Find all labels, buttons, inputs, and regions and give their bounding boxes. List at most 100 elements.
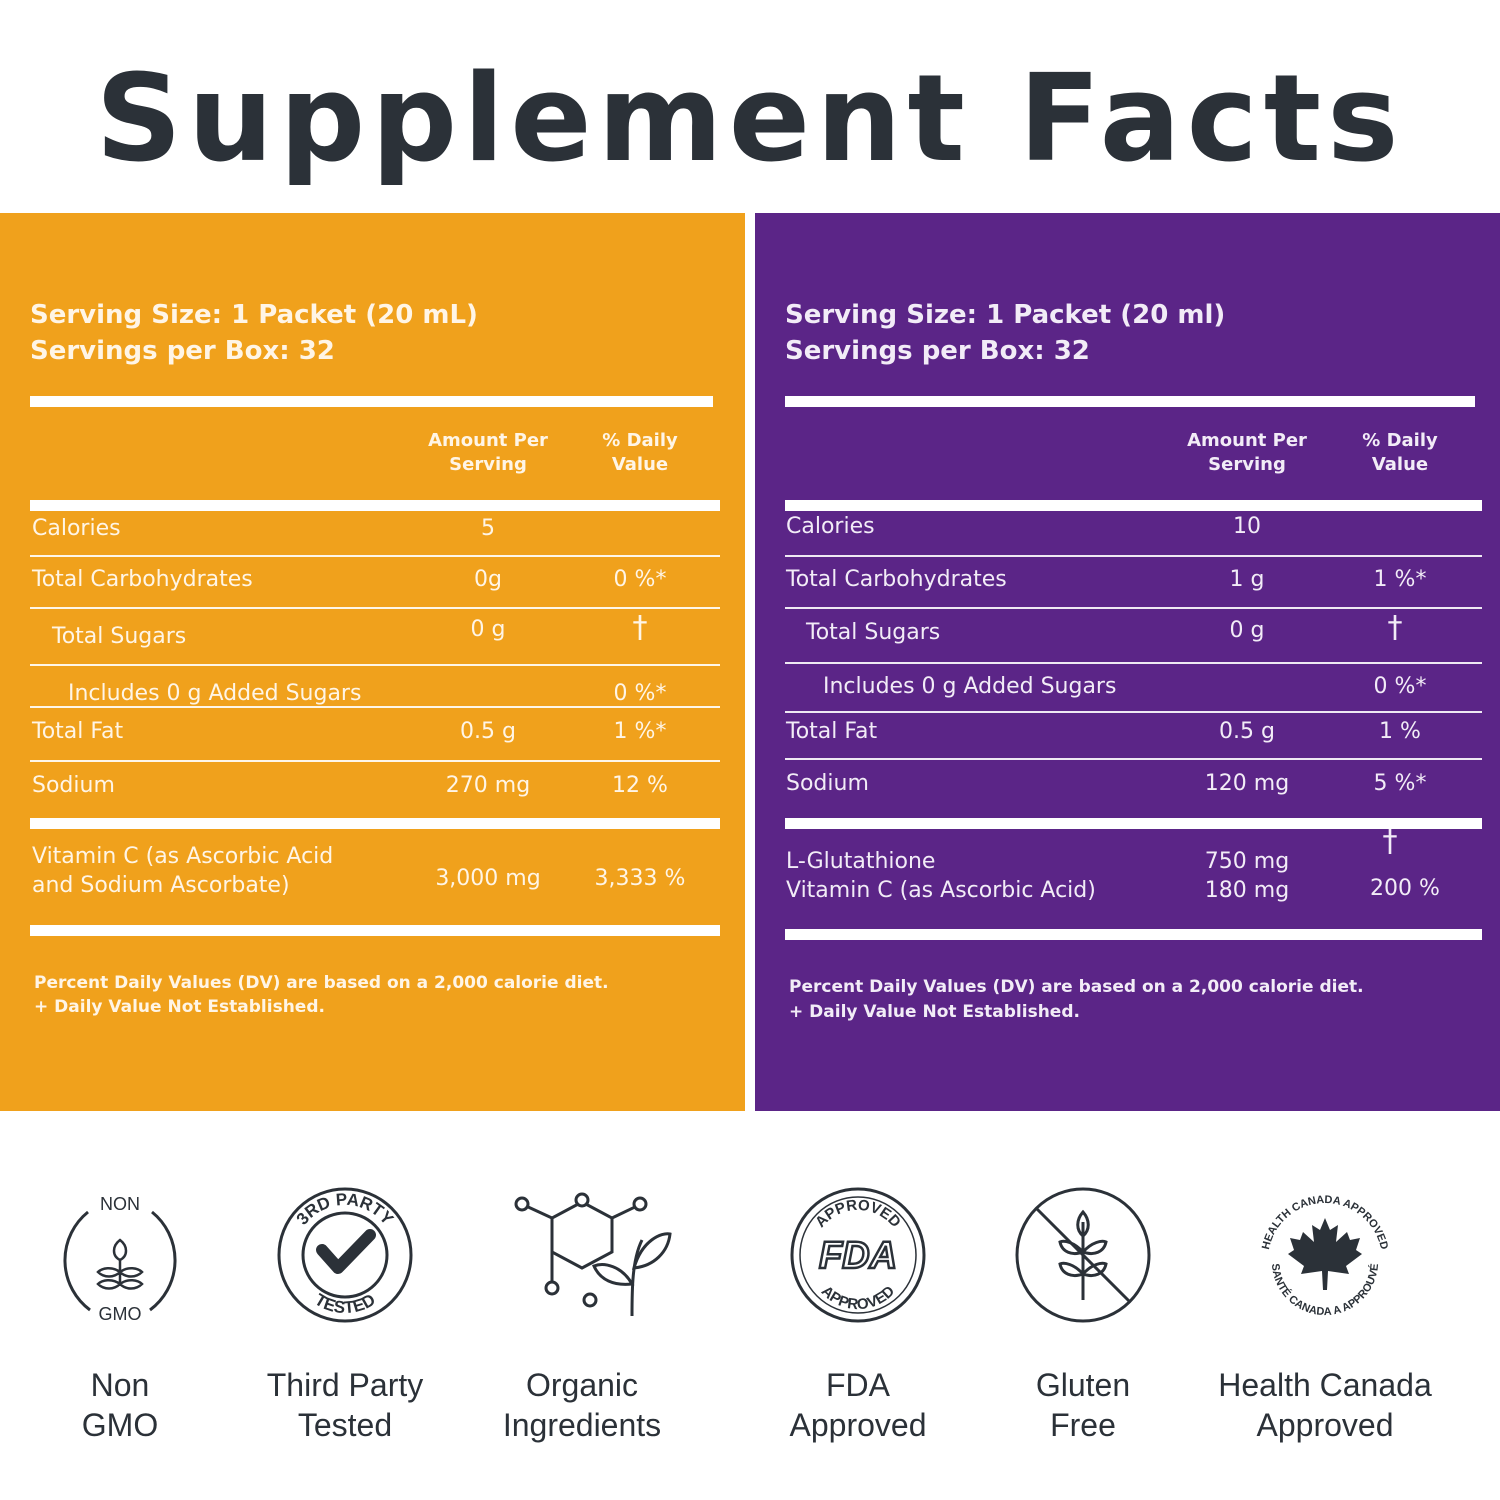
svg-text:3RD PARTY: 3RD PARTY xyxy=(293,1190,398,1229)
row-divider xyxy=(30,706,720,708)
row-dv: 1 %* xyxy=(613,719,667,744)
col-dv-header: % Daily Value xyxy=(1362,430,1438,475)
badge-bottom-text: TESTED xyxy=(311,1290,378,1317)
footnote-not-established: + Daily Value Not Established. xyxy=(34,997,325,1017)
badge-bottom-text: APPROVED xyxy=(818,1283,898,1314)
row-divider xyxy=(30,664,720,666)
col-amount-header: Amount Per Serving xyxy=(1187,430,1307,475)
row-name: Total Carbohydrates xyxy=(786,567,1007,592)
third-party-tested-icon: 3RD PARTY TESTED xyxy=(277,1187,413,1323)
row-name: Includes 0 g Added Sugars xyxy=(68,681,362,706)
row-dv: 5 %* xyxy=(1373,771,1427,796)
row-dv: † xyxy=(1387,610,1403,645)
row-name: Total Sugars xyxy=(806,620,941,645)
footnote-dv: Percent Daily Values (DV) are based on a… xyxy=(789,977,1364,997)
badge-label-line2: Ingredients xyxy=(502,1407,662,1443)
divider-bar xyxy=(785,500,1482,511)
fda-approved-icon: APPROVED APPROVED FDA xyxy=(790,1187,926,1323)
row-amount: 10 xyxy=(1233,514,1261,539)
badge-fda-approved: APPROVED APPROVED FDA xyxy=(748,1180,968,1330)
row-divider xyxy=(785,711,1482,713)
row-dv: 0 %* xyxy=(1373,674,1427,699)
badge-health-canada: HEALTH CANADA APPROVED SANTÉ CANADA A AP… xyxy=(1215,1180,1435,1330)
serving-size: Serving Size: 1 Packet (20 ml) xyxy=(785,300,1226,330)
special-amount: 3,000 mg xyxy=(435,866,541,891)
row-dv: 0 %* xyxy=(613,567,667,592)
row-dv: 0 %* xyxy=(613,681,667,706)
badge-label-organic-ingredients: Organic Ingredients xyxy=(472,1365,692,1445)
col-dv-header: % Daily Value xyxy=(602,430,678,475)
special-name-line1: L-Glutathione xyxy=(786,849,936,874)
row-divider xyxy=(785,607,1482,609)
svg-text:APPROVED: APPROVED xyxy=(812,1197,904,1231)
row-divider xyxy=(785,662,1482,664)
badge-label-line2: Tested xyxy=(297,1407,393,1443)
badge-label-line1: FDA xyxy=(826,1367,890,1403)
row-amount: 1 g xyxy=(1229,567,1265,592)
footnote-dv: Percent Daily Values (DV) are based on a… xyxy=(34,973,609,993)
svg-text:APPROVED: APPROVED xyxy=(818,1283,898,1314)
special-name-line2: and Sodium Ascorbate) xyxy=(32,873,290,898)
row-name: Includes 0 g Added Sugars xyxy=(823,674,1117,699)
badge-label-line1: Gluten xyxy=(1035,1367,1131,1403)
row-name: Total Fat xyxy=(786,719,878,744)
row-name: Total Sugars xyxy=(52,624,187,649)
row-dv: 1 %* xyxy=(1373,567,1427,592)
row-amount: 0 g xyxy=(470,617,506,642)
divider-bar xyxy=(30,500,720,511)
special-name-line1: Vitamin C (as Ascorbic Acid xyxy=(32,844,334,869)
row-name: Total Carbohydrates xyxy=(32,567,253,592)
badge-non-gmo: NON GMO xyxy=(10,1180,230,1330)
page-title: Supplement Facts xyxy=(95,50,1405,189)
badge-label-non-gmo: Non GMO xyxy=(10,1365,230,1445)
divider-bar xyxy=(30,396,713,407)
badge-label-fda-approved: FDA Approved xyxy=(748,1365,968,1445)
badge-label-line2: GMO xyxy=(81,1407,159,1443)
svg-text:TESTED: TESTED xyxy=(311,1290,378,1317)
special-dv: 3,333 % xyxy=(594,866,686,891)
badge-top-text: 3RD PARTY xyxy=(293,1190,398,1229)
row-dv: 1 % xyxy=(1379,719,1421,744)
special-dv-line2: 200 % xyxy=(1370,876,1440,901)
divider-bar xyxy=(785,929,1482,940)
row-dv: † xyxy=(632,610,648,645)
row-divider xyxy=(30,760,720,762)
badge-label-line1: Organic xyxy=(525,1367,639,1403)
row-amount: 5 xyxy=(481,516,495,541)
badge-top-text: NON xyxy=(100,1194,140,1214)
organic-ingredients-icon xyxy=(514,1192,672,1317)
divider-bar xyxy=(785,818,1482,829)
supplement-facts-panel-orange: Serving Size: 1 Packet (20 mL) Servings … xyxy=(0,213,745,1111)
serving-info: Serving Size: 1 Packet (20 ml) Servings … xyxy=(785,297,1225,369)
non-gmo-icon: NON GMO xyxy=(63,1194,177,1324)
row-divider xyxy=(30,555,720,557)
row-name: Total Fat xyxy=(32,719,124,744)
special-dv-line1: † xyxy=(1382,824,1398,859)
row-amount: 270 mg xyxy=(445,773,531,798)
row-amount: 0g xyxy=(474,567,502,592)
divider-bar xyxy=(30,818,720,829)
row-amount: 0.5 g xyxy=(460,719,516,744)
badge-label-line2: Approved xyxy=(1256,1407,1394,1443)
row-name: Sodium xyxy=(786,771,869,796)
col-amount-header: Amount Per Serving xyxy=(428,430,548,475)
badge-organic-ingredients xyxy=(472,1180,692,1320)
badge-label-line1: Third Party xyxy=(266,1367,424,1403)
row-amount: 0.5 g xyxy=(1219,719,1275,744)
row-name: Calories xyxy=(32,516,121,541)
gluten-free-icon xyxy=(1015,1187,1151,1323)
row-amount: 120 mg xyxy=(1204,771,1290,796)
badge-third-party-tested: 3RD PARTY TESTED xyxy=(235,1180,455,1330)
badge-gluten-free xyxy=(973,1180,1193,1330)
divider-bar xyxy=(30,925,720,936)
row-divider xyxy=(785,758,1482,760)
divider-bar xyxy=(785,396,1475,407)
servings-per-box: Servings per Box: 32 xyxy=(30,336,335,366)
row-divider xyxy=(30,607,720,609)
badge-label-gluten-free: Gluten Free xyxy=(973,1365,1193,1445)
badge-top-text: APPROVED xyxy=(812,1197,904,1231)
serving-size: Serving Size: 1 Packet (20 mL) xyxy=(30,300,478,330)
badge-label-line1: Non xyxy=(90,1367,150,1403)
row-divider xyxy=(785,555,1482,557)
badge-bottom-text: GMO xyxy=(99,1304,142,1324)
